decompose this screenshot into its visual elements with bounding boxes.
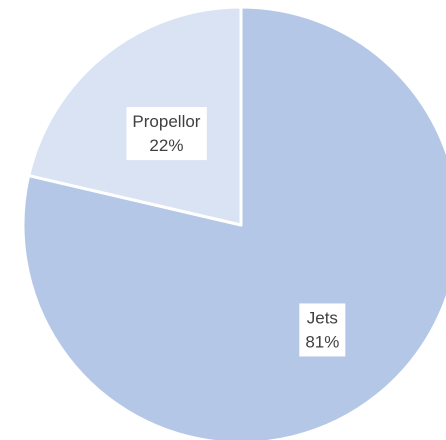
slice-value-label: 22% — [149, 136, 183, 155]
slice-label-box — [126, 107, 207, 161]
slice-label-jets: Jets 81% — [299, 303, 346, 357]
slice-label-box — [299, 303, 346, 357]
slice-label-propellor: Propellor 22% — [126, 107, 207, 161]
slice-category-label: Propellor — [132, 112, 200, 131]
slice-labels: Jets 81% Propellor 22% — [126, 107, 346, 357]
pie-slices — [21, 5, 446, 440]
slice-value-label: 81% — [305, 332, 339, 351]
slice-category-label: Jets — [307, 308, 338, 327]
